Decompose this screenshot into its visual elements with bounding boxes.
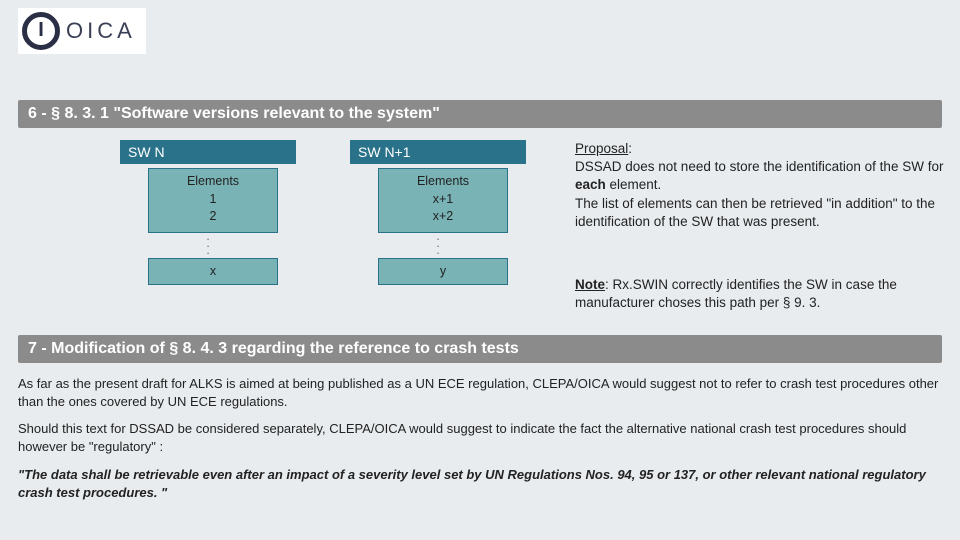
- elements-box-n: Elements 1 2: [148, 168, 278, 233]
- elements-line: x+1: [383, 191, 503, 209]
- elements-line: 1: [153, 191, 273, 209]
- proposal-text: Proposal: DSSAD does not need to store t…: [575, 140, 955, 231]
- elements-last-n1: y: [378, 258, 508, 286]
- ellipsis: ...: [148, 233, 268, 254]
- paragraph-2: Should this text for DSSAD be considered…: [18, 420, 942, 455]
- sw-head-n: SW N: [120, 140, 296, 164]
- heading-6: 6 - § 8. 3. 1 "Software versions relevan…: [18, 100, 942, 128]
- logo-mark: I: [22, 12, 60, 50]
- ellipsis: ...: [378, 233, 498, 254]
- heading-7: 7 - Modification of § 8. 4. 3 regarding …: [18, 335, 942, 363]
- elements-line: x+2: [383, 208, 503, 226]
- sw-column-n1: SW N+1 Elements x+1 x+2 ... y: [350, 140, 540, 285]
- elements-line: 2: [153, 208, 273, 226]
- elements-title: Elements: [153, 173, 273, 191]
- paragraph-3: "The data shall be retrievable even afte…: [18, 466, 942, 501]
- logo-brand: OICA: [66, 18, 136, 44]
- oica-logo: I OICA: [18, 8, 146, 54]
- sw-column-n: SW N Elements 1 2 ... x: [120, 140, 310, 285]
- note-text: Note: Rx.SWIN correctly identifies the S…: [575, 276, 955, 312]
- sw-diagram: SW N Elements 1 2 ... x SW N+1 Elements …: [120, 140, 940, 330]
- elements-last-n: x: [148, 258, 278, 286]
- elements-box-n1: Elements x+1 x+2: [378, 168, 508, 233]
- paragraph-1: As far as the present draft for ALKS is …: [18, 375, 942, 410]
- sw-head-n1: SW N+1: [350, 140, 526, 164]
- note-label: Note: [575, 277, 605, 292]
- elements-title: Elements: [383, 173, 503, 191]
- proposal-label: Proposal: [575, 141, 628, 156]
